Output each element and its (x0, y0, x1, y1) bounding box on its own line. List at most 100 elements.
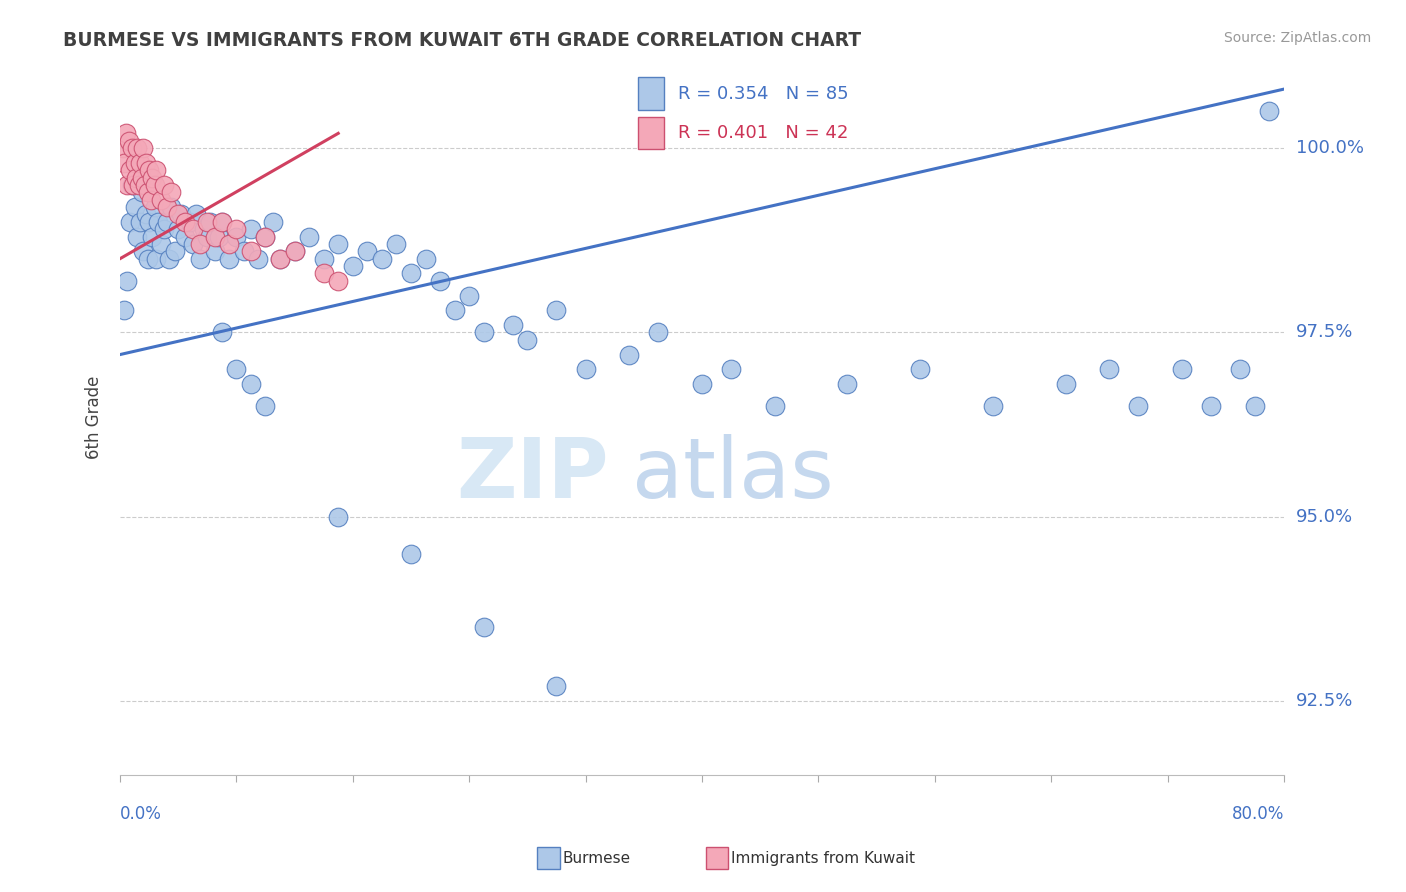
Point (134, 178, 156, 192)
Point (149, 236, 172, 251)
Text: R = 0.354   N = 85: R = 0.354 N = 85 (678, 85, 848, 103)
FancyBboxPatch shape (638, 117, 664, 149)
Point (136, 186, 159, 200)
Point (131, 186, 153, 200)
Text: 100.0%: 100.0% (1295, 139, 1364, 157)
Point (160, 200, 183, 214)
Point (129, 215, 152, 229)
Point (141, 229, 163, 244)
Point (111, 141, 134, 155)
Text: Immigrants from Kuwait: Immigrants from Kuwait (731, 851, 915, 865)
Point (502, 318, 524, 332)
Point (159, 252, 181, 266)
Point (1199, 399, 1222, 413)
Point (312, 252, 335, 266)
Point (399, 267, 422, 281)
Point (239, 222, 262, 236)
Point (443, 303, 465, 318)
Text: R = 0.401   N = 42: R = 0.401 N = 42 (678, 124, 848, 142)
Point (167, 207, 190, 221)
Point (195, 229, 218, 244)
Point (167, 222, 190, 236)
Point (128, 178, 150, 192)
Point (145, 252, 167, 266)
Point (188, 236, 211, 251)
Point (184, 207, 207, 221)
Point (1258, 104, 1281, 119)
Point (763, 399, 786, 413)
Text: 95.0%: 95.0% (1295, 508, 1353, 525)
Point (1244, 399, 1267, 413)
Text: 92.5%: 92.5% (1295, 692, 1353, 710)
Point (981, 399, 1004, 413)
Point (160, 186, 183, 200)
Point (193, 222, 215, 236)
Point (218, 252, 240, 266)
Text: 97.5%: 97.5% (1295, 324, 1353, 342)
Point (174, 229, 197, 244)
Point (516, 333, 538, 347)
Point (458, 288, 481, 302)
Text: Burmese: Burmese (562, 851, 630, 865)
Point (211, 326, 233, 340)
Point (415, 252, 437, 266)
Point (328, 509, 350, 524)
Point (254, 229, 277, 244)
Point (139, 193, 162, 207)
Point (429, 274, 451, 288)
Point (155, 215, 177, 229)
Point (239, 377, 262, 392)
Point (218, 236, 240, 251)
Point (232, 244, 254, 259)
Point (181, 236, 204, 251)
Point (129, 156, 152, 170)
Point (1229, 362, 1251, 376)
Point (179, 215, 201, 229)
Point (472, 620, 495, 634)
Point (149, 193, 172, 207)
Point (188, 252, 211, 266)
Point (254, 229, 277, 244)
Text: 80.0%: 80.0% (1232, 805, 1284, 823)
Point (269, 252, 291, 266)
Point (371, 252, 394, 266)
Point (546, 680, 568, 694)
Point (546, 303, 568, 318)
Point (135, 207, 157, 221)
Point (124, 200, 146, 214)
Point (155, 200, 177, 214)
Point (118, 134, 141, 148)
Point (112, 156, 135, 170)
Point (225, 362, 247, 376)
Point (204, 229, 226, 244)
Point (385, 236, 408, 251)
Point (145, 163, 167, 178)
Point (720, 362, 742, 376)
Point (136, 252, 159, 266)
Point (1171, 362, 1194, 376)
Point (114, 126, 136, 140)
Point (225, 229, 247, 244)
Point (328, 274, 350, 288)
Point (619, 348, 641, 362)
Point (225, 222, 247, 236)
Text: BURMESE VS IMMIGRANTS FROM KUWAIT 6TH GRADE CORRELATION CHART: BURMESE VS IMMIGRANTS FROM KUWAIT 6TH GR… (63, 31, 862, 50)
Point (138, 215, 160, 229)
Point (135, 156, 157, 170)
Text: 0.0%: 0.0% (120, 805, 162, 823)
Point (284, 244, 307, 259)
Point (195, 215, 218, 229)
Point (165, 244, 187, 259)
Point (254, 399, 277, 413)
Point (132, 141, 155, 155)
Point (269, 252, 291, 266)
Point (247, 252, 270, 266)
Point (120, 163, 142, 178)
Point (1098, 362, 1121, 376)
Point (472, 326, 495, 340)
Point (120, 215, 142, 229)
Point (170, 207, 193, 221)
Point (152, 222, 174, 236)
Point (342, 259, 364, 273)
Point (141, 170, 163, 185)
